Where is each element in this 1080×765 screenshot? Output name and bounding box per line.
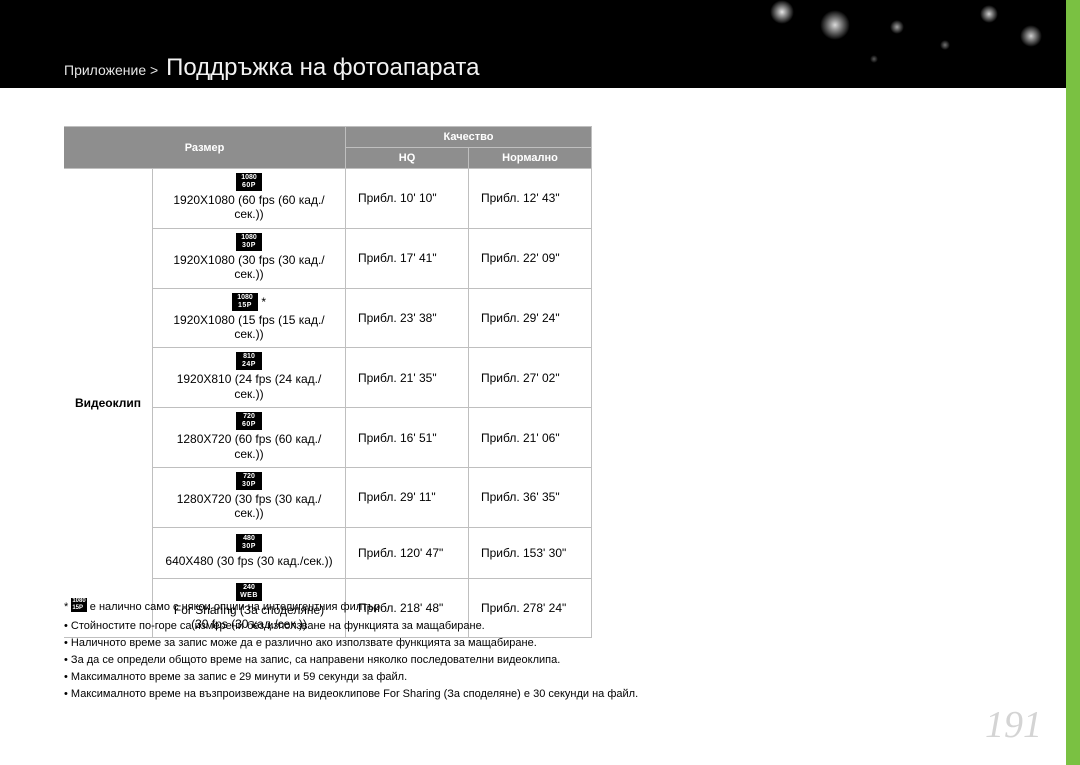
decor-star: [1020, 25, 1042, 47]
size-label: 1920X1080 (30 fps (30 кад./сек.)): [163, 253, 335, 282]
decor-star: [770, 0, 794, 24]
footnote-item: Стойностите по-горе са измерени без изпо…: [64, 618, 1024, 635]
hq-value: Прибл. 10' 10": [346, 169, 469, 229]
hq-value: Прибл. 120' 47": [346, 527, 469, 578]
size-label: 1280X720 (30 fps (30 кад./сек.)): [163, 492, 335, 521]
size-cell: 81024P 1920X810 (24 fps (24 кад./сек.)): [153, 348, 346, 408]
footnote-item: За да се определи общото време на запис,…: [64, 652, 1024, 669]
resolution-icon: 72060P: [236, 412, 262, 430]
video-table: Размер Качество HQ Нормално Видеоклип 10…: [64, 126, 592, 638]
size-cell: 108060P 1920X1080 (60 fps (60 кад./сек.)…: [153, 169, 346, 229]
green-edge-bar: [1066, 0, 1080, 765]
size-label: 1920X1080 (15 fps (15 кад./сек.)): [163, 313, 335, 342]
th-quality: Качество: [346, 127, 592, 148]
resolution-icon: 108015P: [71, 598, 86, 612]
size-cell: 108015P * 1920X1080 (15 fps (15 кад./сек…: [153, 288, 346, 348]
page-title: Поддръжка на фотоапарата: [166, 54, 479, 81]
resolution-icon: 72030P: [236, 472, 262, 490]
th-size: Размер: [64, 127, 346, 169]
hq-value: Прибл. 17' 41": [346, 228, 469, 288]
resolution-icon: 108015P: [232, 293, 258, 311]
hq-value: Прибл. 21' 35": [346, 348, 469, 408]
footnote-star-text: е налично само с някои опции на интелиге…: [90, 601, 383, 613]
resolution-icon: 108060P: [236, 173, 262, 191]
main-content: Размер Качество HQ Нормално Видеоклип 10…: [64, 126, 592, 638]
asterisk-marker: *: [261, 295, 266, 309]
normal-value: Прибл. 21' 06": [469, 408, 592, 468]
footnote-item: Наличното време за запис може да е разли…: [64, 635, 1024, 652]
normal-value: Прибл. 29' 24": [469, 288, 592, 348]
hq-value: Прибл. 23' 38": [346, 288, 469, 348]
normal-value: Прибл. 12' 43": [469, 169, 592, 229]
th-normal: Нормално: [469, 148, 592, 169]
hq-value: Прибл. 16' 51": [346, 408, 469, 468]
size-label: 640X480 (30 fps (30 кад./сек.)): [163, 554, 335, 568]
table-row: Видеоклип 108060P 1920X1080 (60 fps (60 …: [64, 169, 592, 229]
footnotes: * 108015P е налично само с някои опции н…: [64, 598, 1024, 703]
size-label: 1920X1080 (60 fps (60 кад./сек.)): [163, 193, 335, 222]
page-number: 191: [985, 703, 1042, 747]
size-cell: 108030P 1920X1080 (30 fps (30 кад./сек.)…: [153, 228, 346, 288]
footnote-item: Максималното време за запис е 29 минути …: [64, 669, 1024, 686]
decor-star: [940, 40, 950, 50]
footnote-list: Стойностите по-горе са измерени без изпо…: [64, 618, 1024, 703]
resolution-icon: 81024P: [236, 352, 262, 370]
resolution-icon: 48030P: [236, 534, 262, 552]
breadcrumb-prefix: Приложение >: [64, 62, 158, 78]
footnote-star: * 108015P е налично само с някои опции н…: [64, 598, 1024, 616]
normal-value: Прибл. 36' 35": [469, 467, 592, 527]
size-label: 1280X720 (60 fps (60 кад./сек.)): [163, 432, 335, 461]
th-hq: HQ: [346, 148, 469, 169]
decor-star: [890, 20, 904, 34]
normal-value: Прибл. 153' 30": [469, 527, 592, 578]
size-cell: 48030P 640X480 (30 fps (30 кад./сек.)): [153, 527, 346, 578]
hq-value: Прибл. 29' 11": [346, 467, 469, 527]
size-label: 1920X810 (24 fps (24 кад./сек.)): [163, 372, 335, 401]
resolution-icon: 108030P: [236, 233, 262, 251]
breadcrumb: Приложение > Поддръжка на фотоапарата: [64, 54, 479, 82]
size-cell: 72060P 1280X720 (60 fps (60 кад./сек.)): [153, 408, 346, 468]
page: Приложение > Поддръжка на фотоапарата Ра…: [0, 0, 1080, 765]
decor-star: [980, 5, 998, 23]
footnote-item: Максималното време на възпроизвеждане на…: [64, 686, 1024, 703]
row-category: Видеоклип: [64, 169, 153, 638]
normal-value: Прибл. 22' 09": [469, 228, 592, 288]
decor-star: [870, 55, 878, 63]
decor-star: [820, 10, 850, 40]
normal-value: Прибл. 27' 02": [469, 348, 592, 408]
table-header-row: Размер Качество: [64, 127, 592, 148]
size-cell: 72030P 1280X720 (30 fps (30 кад./сек.)): [153, 467, 346, 527]
